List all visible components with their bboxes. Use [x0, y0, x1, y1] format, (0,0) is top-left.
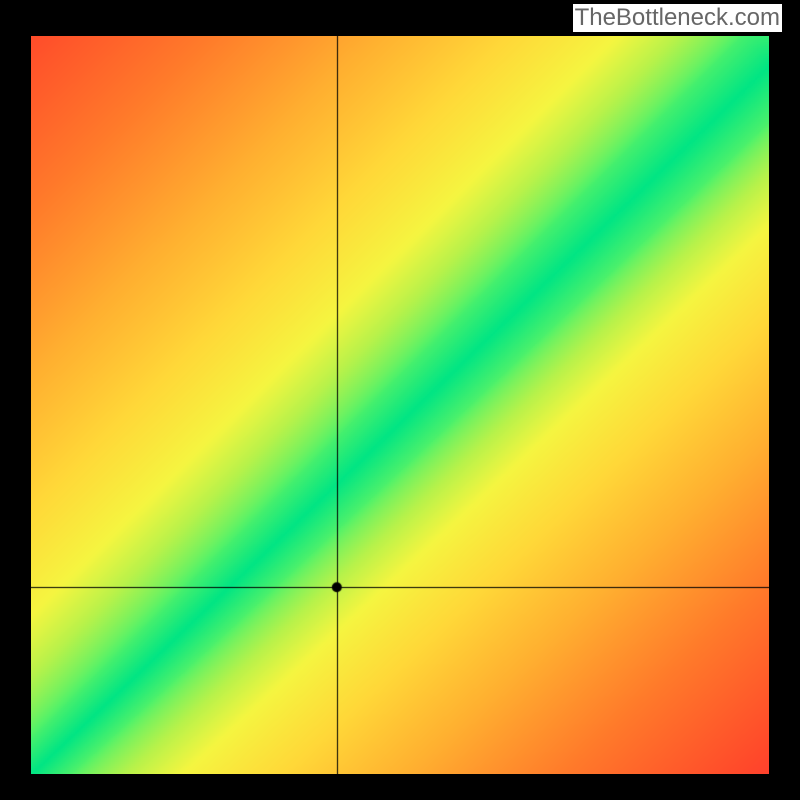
heatmap-canvas [31, 36, 769, 774]
watermark-text: TheBottleneck.com [573, 4, 782, 32]
chart-container: TheBottleneck.com [0, 0, 800, 800]
plot-area [31, 36, 769, 774]
